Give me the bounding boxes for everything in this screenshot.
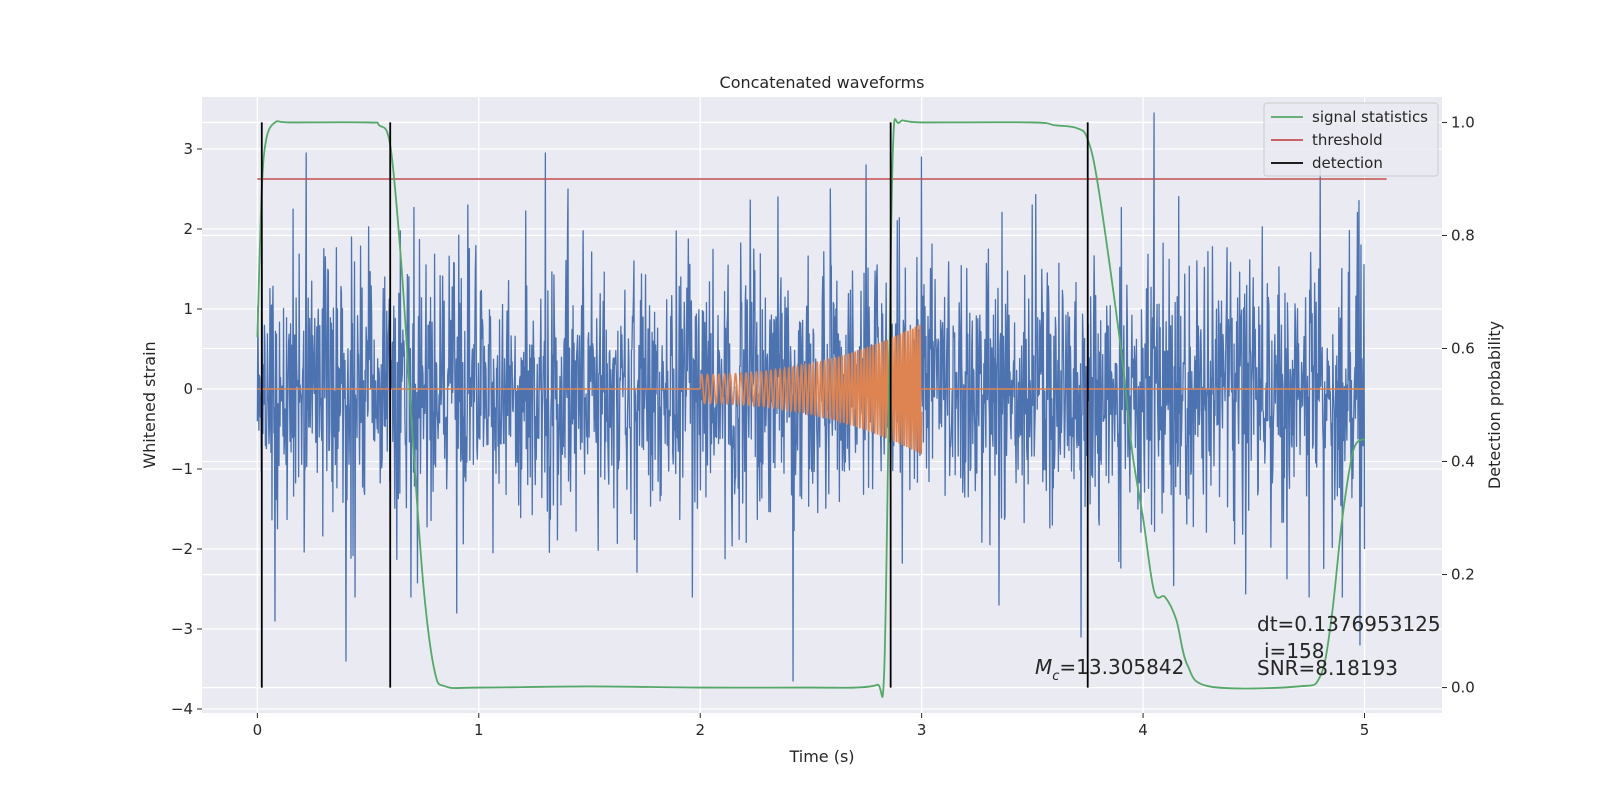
series-layer <box>256 112 1387 698</box>
ticks: 0 1 2 3 4 5 −4 −3 −2 −1 0 1 2 3 0.0 0.2 0.4 0.6 0.8 1.0 <box>171 113 1475 739</box>
x-tick-label: 4 <box>1138 721 1148 739</box>
x-axis-label: Time (s) <box>788 747 854 766</box>
y-tick-label-left: 1 <box>183 300 193 318</box>
legend-label-threshold: threshold <box>1312 131 1383 149</box>
y-tick-label-right: 0.4 <box>1451 453 1475 471</box>
y-tick-label-right: 0.8 <box>1451 226 1475 244</box>
legend-label-signal-statistics: signal statistics <box>1312 108 1428 126</box>
annotation-dt: dt=0.1376953125 <box>1257 612 1441 636</box>
y-tick-label-right: 0.6 <box>1451 339 1475 357</box>
x-tick-label: 2 <box>695 721 705 739</box>
annotation-snr: SNR=8.18193 <box>1257 656 1398 680</box>
y-tick-label-left: −4 <box>171 700 193 718</box>
y-tick-label-right: 0.0 <box>1451 679 1475 697</box>
y-tick-label-right: 0.2 <box>1451 566 1475 584</box>
y-axis-label-left: Whitened strain <box>140 341 159 468</box>
y-axis-label-right: Detection probability <box>1485 321 1504 489</box>
chart-title: Concatenated waveforms <box>720 73 925 92</box>
x-tick-label: 1 <box>474 721 484 739</box>
x-tick-label: 0 <box>253 721 263 739</box>
legend-label-detection: detection <box>1312 154 1383 172</box>
y-tick-label-left: 0 <box>183 380 193 398</box>
legend-box <box>1263 102 1439 177</box>
series-injected-chirp <box>257 324 1365 455</box>
annotation-mc: Mc=13.305842 <box>1035 655 1184 684</box>
y-tick-label-left: −2 <box>171 540 193 558</box>
y-tick-label-left: −3 <box>171 620 193 638</box>
y-tick-label-left: 3 <box>183 140 193 158</box>
annotation-i: i=158 <box>1264 639 1325 663</box>
series-signal-statistics <box>256 117 1366 698</box>
y-tick-label-left: −1 <box>171 460 193 478</box>
x-tick-label: 5 <box>1360 721 1370 739</box>
legend: signal statistics threshold detection <box>1263 102 1439 177</box>
y-tick-label-left: 2 <box>183 220 193 238</box>
annotations: Mc=13.305842 dt=0.1376953125 i=158 SNR=8… <box>1035 612 1441 684</box>
y-tick-label-right: 1.0 <box>1451 113 1475 131</box>
x-tick-label: 3 <box>917 721 927 739</box>
